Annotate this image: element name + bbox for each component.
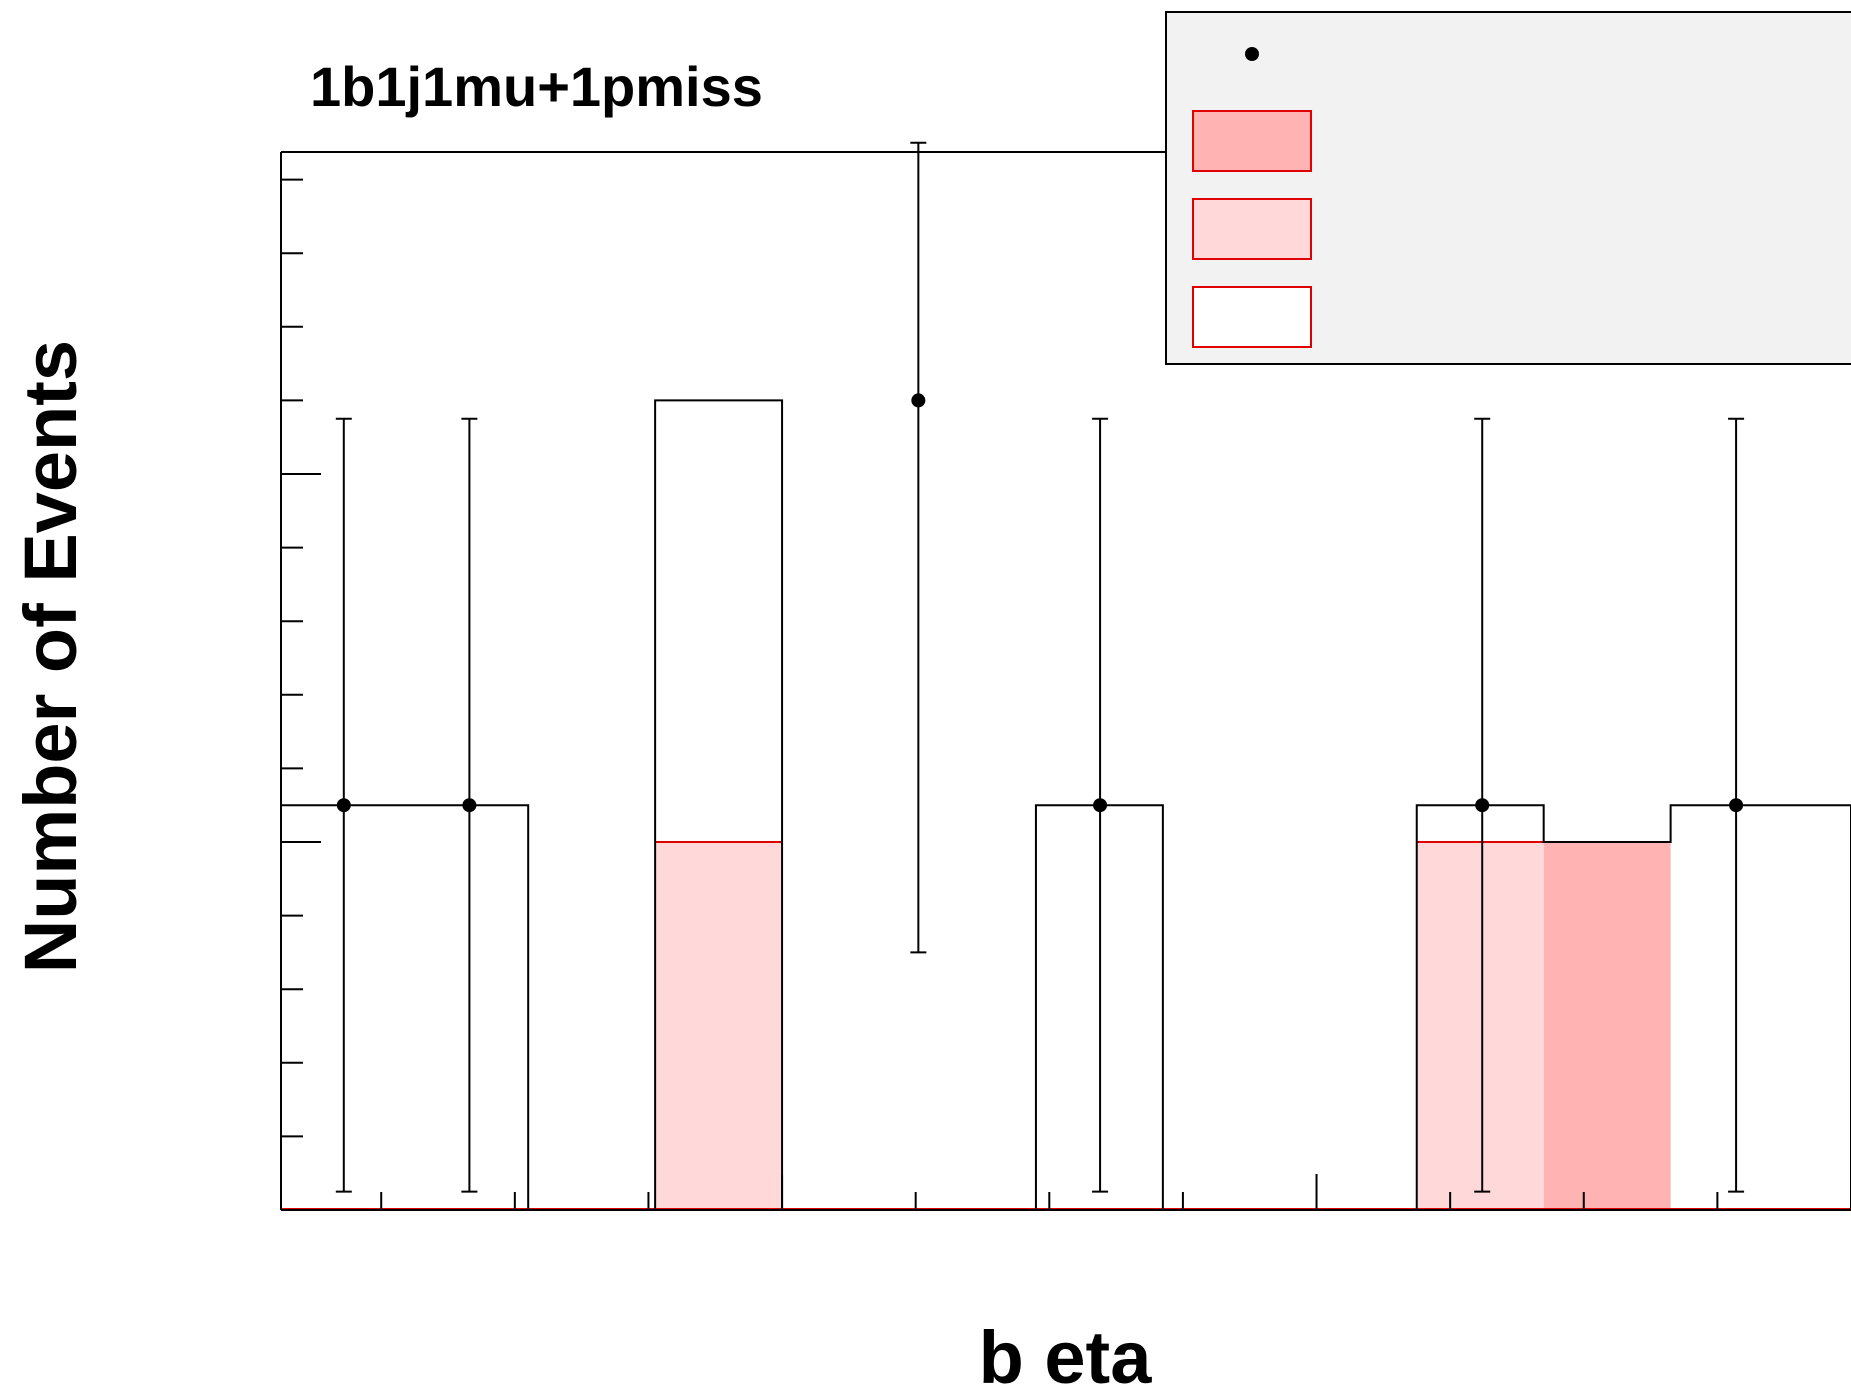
plot-area	[280, 141, 1851, 1211]
legend-swatch	[1192, 198, 1312, 260]
legend-swatch	[1192, 110, 1312, 172]
legend-marker	[1245, 47, 1259, 61]
data-point	[1475, 798, 1490, 813]
data-point	[911, 393, 926, 408]
data-point	[1729, 798, 1744, 813]
stack-bar	[1416, 842, 1544, 1210]
data-point	[462, 798, 477, 813]
data-point	[1093, 798, 1108, 813]
y-axis-title: Number of Events	[9, 340, 92, 973]
stack-bar	[1543, 842, 1671, 1210]
plot-title: 1b1j1mu+1pmiss	[310, 55, 763, 118]
legend	[1165, 11, 1851, 365]
stack-bar	[655, 842, 783, 1210]
x-axis-title: b eta	[979, 1316, 1153, 1392]
data-point	[336, 798, 351, 813]
legend-swatch	[1192, 286, 1312, 348]
